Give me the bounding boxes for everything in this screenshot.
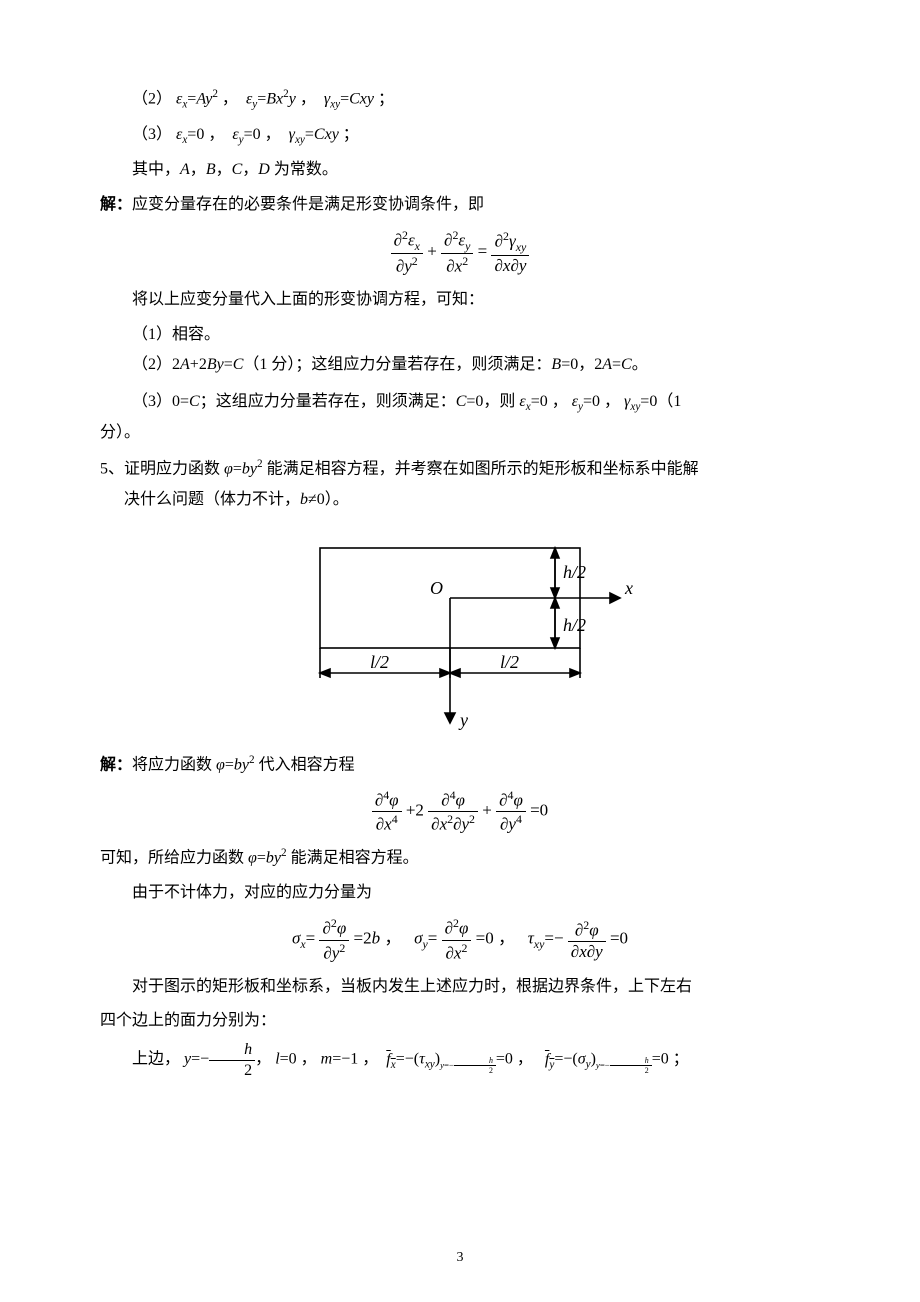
x-axis-label: x <box>624 578 633 598</box>
sol-label: 解： <box>100 196 132 213</box>
sol2-1: （1）相容。 <box>132 320 820 350</box>
h2-upper: h/2 <box>563 562 586 582</box>
l2-left: l/2 <box>370 652 389 672</box>
l2-right: l/2 <box>500 652 519 672</box>
sol-line2-lead: 将以上应变分量代入上面的形变协调方程，可知： <box>100 285 820 315</box>
solution-heading-2: 解：将应力函数 φ=by2 代入相容方程 <box>100 750 820 781</box>
item-3: （3） εx=0 ， εy=0 ， γxy=Cxy ； <box>100 120 820 151</box>
origin-label: O <box>430 578 443 598</box>
item-2: （2） εx=Ay2 ， εy=Bx2y ， γxy=Cxy ； <box>100 84 820 116</box>
stress-components-equation: σx= ∂2φ∂y2 =2b ， σy= ∂2φ∂x2 =0 ， τxy=− ∂… <box>100 916 820 963</box>
constants-line: 其中，A，B，C，D 为常数。 <box>100 155 820 185</box>
biharmonic-equation: ∂4φ∂x4 +2 ∂4φ∂x2∂y2 + ∂4φ∂y4 =0 <box>100 788 820 835</box>
y-axis-label: y <box>458 710 468 730</box>
top-edge-line: 上边， y=−h2， l=0 ， m=−1 ， fx=−(τxy)y=−h2=0… <box>100 1040 820 1079</box>
sol5-line4b: 四个边上的面力分别为： <box>100 1006 820 1036</box>
sol2-3: （3）0=C；这组应力分量若存在，则须满足：C=0，则 εx=0 ， εy=0 … <box>100 387 820 449</box>
document-page: （2） εx=Ay2 ， εy=Bx2y ， γxy=Cxy ； （3） εx=… <box>0 0 920 1302</box>
h2-lower: h/2 <box>563 615 586 635</box>
question-5: 5、证明应力函数 φ=by2 能满足相容方程，并考察在如图所示的矩形板和坐标系中… <box>100 454 820 515</box>
sol5-line2: 可知，所给应力函数 φ=by2 能满足相容方程。 <box>100 843 820 874</box>
page-number: 3 <box>0 1245 920 1272</box>
sol5-line4: 对于图示的矩形板和坐标系，当板内发生上述应力时，根据边界条件，上下左右 <box>100 972 820 1002</box>
sol2-2: （2）2A+2By=C（1 分）；这组应力分量若存在，则须满足：B=0，2A=C… <box>132 350 820 380</box>
compatibility-equation: ∂2εx∂y2 + ∂2εy∂x2 = ∂2γxy∂x∂y <box>100 228 820 277</box>
solution-heading-1: 解：应变分量存在的必要条件是满足形变协调条件，即 <box>100 190 820 220</box>
rectangle-diagram: O x y h/2 h/2 l/2 l/2 <box>280 528 640 738</box>
sol5-line3: 由于不计体力，对应的应力分量为 <box>100 878 820 908</box>
